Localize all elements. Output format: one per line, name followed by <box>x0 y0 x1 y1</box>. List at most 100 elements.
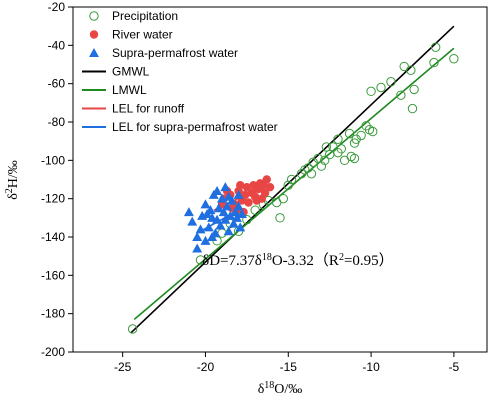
point-supra-permafrost-water <box>233 201 244 211</box>
point-precipitation <box>429 57 439 68</box>
point-precipitation <box>409 84 419 95</box>
point-precipitation <box>320 155 330 166</box>
point-supra-permafrost-water <box>212 214 223 224</box>
point-supra-permafrost-water <box>223 191 234 201</box>
y-tick-label: -60 <box>48 77 66 91</box>
point-precipitation <box>430 42 441 52</box>
plot-frame <box>72 6 488 353</box>
y-axis-title: δ2H/‰ <box>4 160 22 200</box>
point-precipitation <box>300 165 310 175</box>
point-precipitation <box>406 65 416 75</box>
legend-marker-river-water <box>89 30 99 39</box>
point-river-water <box>244 198 253 207</box>
x-tick-label: -10 <box>362 360 380 374</box>
point-precipitation <box>407 103 418 114</box>
y-tick-label: -120 <box>41 192 65 206</box>
point-precipitation <box>449 54 459 64</box>
point-supra-permafrost-water <box>228 218 239 228</box>
legend-label-gmwl: GMWL <box>112 65 150 79</box>
point-river-water <box>260 188 270 198</box>
x-tick-label: -20 <box>197 360 215 374</box>
point-supra-permafrost-water <box>218 207 229 217</box>
point-supra-permafrost-water <box>202 209 213 218</box>
y-tick-label: -140 <box>41 230 65 244</box>
point-supra-permafrost-water <box>192 243 203 253</box>
legend-marker-supra-permafrost-water <box>89 48 99 57</box>
point-precipitation <box>250 205 260 215</box>
point-precipitation <box>316 161 327 171</box>
point-precipitation <box>349 153 360 164</box>
point-precipitation <box>275 213 285 223</box>
point-precipitation <box>127 324 138 334</box>
legend-label-lel-for-supra-permafrost-water: LEL for supra-permafrost water <box>112 120 278 134</box>
point-supra-permafrost-water <box>233 189 244 199</box>
point-river-water <box>236 181 245 190</box>
point-supra-permafrost-water <box>200 235 211 245</box>
x-axis-title: δ18O/‰ <box>258 380 303 398</box>
legend-label-lmwl: LMWL <box>112 83 147 97</box>
point-supra-permafrost-water <box>231 212 242 222</box>
point-precipitation <box>242 215 252 225</box>
legend-label-lel-for-runoff: LEL for runoff <box>112 102 185 116</box>
point-precipitation <box>278 193 289 204</box>
point-river-water <box>249 181 258 190</box>
point-river-water <box>241 190 250 200</box>
point-precipitation <box>313 153 323 164</box>
legend-label-supra-permafrost-water: Supra-permafrost water <box>112 46 238 60</box>
point-supra-permafrost-water <box>213 203 224 213</box>
point-supra-permafrost-water <box>236 209 247 218</box>
point-supra-permafrost-water <box>200 199 211 209</box>
point-supra-permafrost-water <box>203 222 214 232</box>
data-points <box>127 42 459 334</box>
point-supra-permafrost-water <box>183 207 194 217</box>
point-precipitation <box>195 255 206 265</box>
point-river-water <box>242 182 252 192</box>
point-precipitation <box>283 180 293 190</box>
point-precipitation <box>321 142 332 152</box>
point-supra-permafrost-water <box>222 201 233 211</box>
legend-marker-precipitation <box>89 11 99 21</box>
point-supra-permafrost-water <box>220 182 231 192</box>
point-supra-permafrost-water <box>212 186 223 195</box>
point-precipitation <box>351 134 361 144</box>
point-supra-permafrost-water <box>207 232 218 241</box>
point-supra-permafrost-water <box>230 207 241 217</box>
point-river-water <box>252 196 262 205</box>
point-precipitation <box>386 77 396 87</box>
point-precipitation <box>286 174 297 185</box>
point-precipitation <box>376 82 386 93</box>
point-supra-permafrost-water <box>195 224 206 234</box>
y-tick-label: -40 <box>48 38 66 52</box>
line-gmwl <box>130 25 455 334</box>
regression-equation: δD=7.37δ18O-3.32（R2=0.95） <box>202 252 394 270</box>
point-precipitation <box>366 86 376 97</box>
x-tick-label: -15 <box>280 360 298 374</box>
point-precipitation <box>396 90 406 100</box>
y-tick-label: -80 <box>48 115 66 129</box>
point-precipitation <box>333 147 343 158</box>
point-precipitation <box>333 134 343 144</box>
y-tick-label: -20 <box>48 0 66 14</box>
point-supra-permafrost-water <box>215 220 226 230</box>
point-supra-permafrost-water <box>192 232 203 241</box>
axis-ticks: -25 -20 -15 -10 -5 -200 -180 -160 -140 -120 -100 -8… <box>41 0 460 374</box>
y-tick-label: -200 <box>41 345 65 359</box>
point-supra-permafrost-water <box>223 226 234 236</box>
y-tick-label: -100 <box>41 153 65 167</box>
point-river-water <box>262 175 271 184</box>
point-supra-permafrost-water <box>235 222 246 232</box>
point-river-water <box>255 179 265 188</box>
x-tick-label: -25 <box>114 360 132 374</box>
legend-label-river-water: River water <box>112 28 173 42</box>
line-lmwl <box>133 47 455 321</box>
point-river-water <box>265 182 275 192</box>
point-supra-permafrost-water <box>225 210 236 220</box>
y-tick-label: -180 <box>41 307 65 321</box>
legend: Precipitation River water Supra-permafrost… <box>82 9 278 134</box>
legend-label-precipitation: Precipitation <box>112 9 178 23</box>
y-tick-label: -160 <box>41 268 65 282</box>
point-precipitation <box>368 126 378 137</box>
point-supra-permafrost-water <box>220 214 231 224</box>
point-supra-permafrost-water <box>187 216 198 226</box>
